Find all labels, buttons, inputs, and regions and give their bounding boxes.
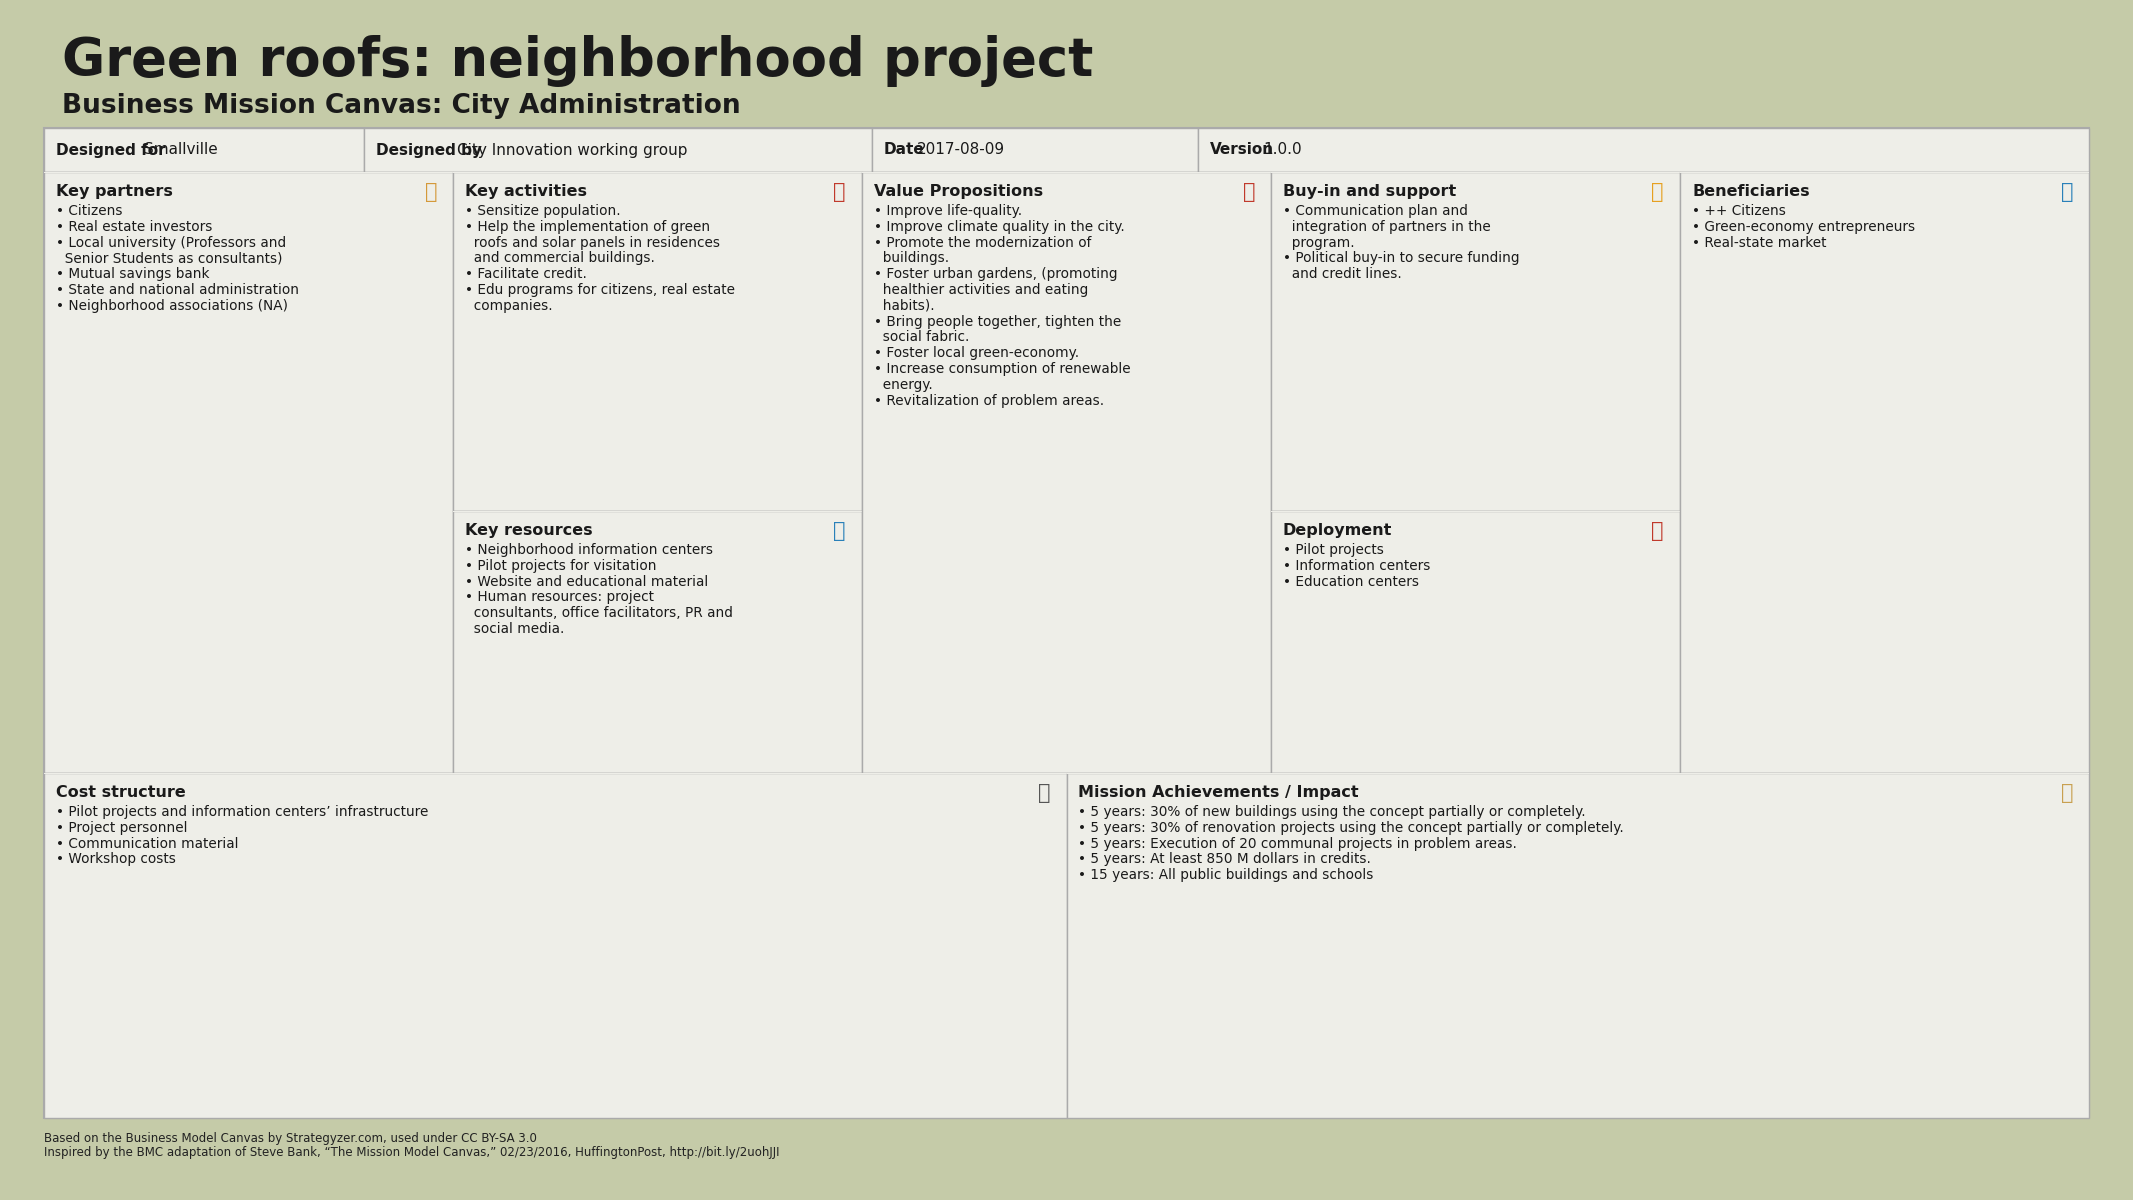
Text: • 5 years: Execution of 20 communal projects in problem areas.: • 5 years: Execution of 20 communal proj… — [1079, 836, 1517, 851]
Text: Designed for: Designed for — [55, 143, 166, 157]
Text: social media.: social media. — [465, 622, 565, 636]
Bar — [1271, 511, 1681, 773]
Text: companies.: companies. — [465, 299, 552, 313]
Text: 🎁: 🎁 — [1244, 182, 1254, 202]
Text: 2017-08-09: 2017-08-09 — [917, 143, 1005, 157]
Text: Business Mission Canvas: City Administration: Business Mission Canvas: City Administra… — [62, 92, 740, 119]
Text: • 15 years: All public buildings and schools: • 15 years: All public buildings and sch… — [1079, 869, 1374, 882]
Text: 🏃: 🏃 — [834, 182, 847, 202]
Text: • Project personnel: • Project personnel — [55, 821, 188, 835]
Text: • Pilot projects: • Pilot projects — [1284, 542, 1384, 557]
Bar — [1271, 172, 1681, 511]
Text: Buy-in and support: Buy-in and support — [1284, 184, 1457, 199]
Text: habits).: habits). — [875, 299, 934, 313]
Text: energy.: energy. — [875, 378, 932, 391]
Text: 👤: 👤 — [2060, 182, 2073, 202]
Text: Key partners: Key partners — [55, 184, 173, 199]
Text: 📋: 📋 — [1039, 782, 1049, 803]
Bar — [45, 773, 1066, 1118]
Text: • Neighborhood associations (NA): • Neighborhood associations (NA) — [55, 299, 288, 313]
Text: social fabric.: social fabric. — [875, 330, 968, 344]
Text: Value Propositions: Value Propositions — [875, 184, 1043, 199]
Text: buildings.: buildings. — [875, 251, 949, 265]
Text: 🚚: 🚚 — [1651, 521, 1664, 541]
Text: • Improve life-quality.: • Improve life-quality. — [875, 204, 1022, 218]
Text: • 5 years: 30% of renovation projects using the concept partially or completely.: • 5 years: 30% of renovation projects us… — [1079, 821, 1623, 835]
Text: • Edu programs for citizens, real estate: • Edu programs for citizens, real estate — [465, 283, 736, 296]
Bar — [365, 128, 872, 172]
Text: roofs and solar panels in residences: roofs and solar panels in residences — [465, 235, 721, 250]
Text: • Communication plan and: • Communication plan and — [1284, 204, 1468, 218]
Text: • State and national administration: • State and national administration — [55, 283, 299, 296]
Text: Version: Version — [1209, 143, 1273, 157]
Text: 🏭: 🏭 — [834, 521, 847, 541]
Text: Inspired by the BMC adaptation of Steve Bank, “The Mission Model Canvas,” 02/23/: Inspired by the BMC adaptation of Steve … — [45, 1146, 779, 1159]
Text: • Pilot projects for visitation: • Pilot projects for visitation — [465, 559, 657, 572]
Text: Deployment: Deployment — [1284, 523, 1393, 538]
Text: • Green-economy entrepreneurs: • Green-economy entrepreneurs — [1691, 220, 1915, 234]
Text: • Neighborhood information centers: • Neighborhood information centers — [465, 542, 712, 557]
Text: • Help the implementation of green: • Help the implementation of green — [465, 220, 710, 234]
Text: Key resources: Key resources — [465, 523, 593, 538]
Bar — [1681, 172, 2088, 773]
Bar — [862, 172, 1271, 773]
Bar — [1199, 128, 2088, 172]
Text: Mission Achievements / Impact: Mission Achievements / Impact — [1079, 785, 1359, 800]
Text: Smallville: Smallville — [143, 143, 218, 157]
Bar — [452, 511, 862, 773]
Text: • Citizens: • Citizens — [55, 204, 122, 218]
Text: • Real-state market: • Real-state market — [1691, 235, 1826, 250]
Text: ⭐: ⭐ — [1651, 182, 1664, 202]
Text: consultants, office facilitators, PR and: consultants, office facilitators, PR and — [465, 606, 734, 620]
Text: integration of partners in the: integration of partners in the — [1284, 220, 1491, 234]
Text: • Workshop costs: • Workshop costs — [55, 852, 175, 866]
Bar — [45, 128, 365, 172]
Text: • 5 years: At least 850 M dollars in credits.: • 5 years: At least 850 M dollars in cre… — [1079, 852, 1372, 866]
Text: • Promote the modernization of: • Promote the modernization of — [875, 235, 1092, 250]
Text: • Improve climate quality in the city.: • Improve climate quality in the city. — [875, 220, 1124, 234]
Text: • Information centers: • Information centers — [1284, 559, 1431, 572]
Text: • Increase consumption of renewable: • Increase consumption of renewable — [875, 362, 1130, 376]
Text: Senior Students as consultants): Senior Students as consultants) — [55, 251, 282, 265]
Text: • Foster local green-economy.: • Foster local green-economy. — [875, 346, 1079, 360]
Text: and credit lines.: and credit lines. — [1284, 268, 1401, 281]
Text: • Sensitize population.: • Sensitize population. — [465, 204, 621, 218]
Text: • ++ Citizens: • ++ Citizens — [1691, 204, 1785, 218]
Text: and commercial buildings.: and commercial buildings. — [465, 251, 655, 265]
Text: Designed by: Designed by — [375, 143, 482, 157]
Text: healthier activities and eating: healthier activities and eating — [875, 283, 1088, 296]
Text: 1.0.0: 1.0.0 — [1263, 143, 1303, 157]
Text: • Facilitate credit.: • Facilitate credit. — [465, 268, 587, 281]
Bar — [872, 128, 1199, 172]
Text: • Real estate investors: • Real estate investors — [55, 220, 213, 234]
Text: City Innovation working group: City Innovation working group — [456, 143, 687, 157]
Text: 🔥: 🔥 — [2060, 782, 2073, 803]
Text: • Political buy-in to secure funding: • Political buy-in to secure funding — [1284, 251, 1519, 265]
Text: 🔗: 🔗 — [424, 182, 437, 202]
Bar — [45, 172, 452, 773]
Text: • Foster urban gardens, (promoting: • Foster urban gardens, (promoting — [875, 268, 1118, 281]
Text: • 5 years: 30% of new buildings using the concept partially or completely.: • 5 years: 30% of new buildings using th… — [1079, 805, 1587, 818]
Bar — [452, 172, 862, 511]
Text: Green roofs: neighborhood project: Green roofs: neighborhood project — [62, 35, 1094, 86]
Text: • Human resources: project: • Human resources: project — [465, 590, 655, 605]
Text: • Bring people together, tighten the: • Bring people together, tighten the — [875, 314, 1122, 329]
Text: Based on the Business Model Canvas by Strategyzer.com, used under CC BY-SA 3.0: Based on the Business Model Canvas by St… — [45, 1132, 538, 1145]
Bar — [45, 128, 2088, 1118]
Text: • Local university (Professors and: • Local university (Professors and — [55, 235, 286, 250]
Text: • Mutual savings bank: • Mutual savings bank — [55, 268, 209, 281]
Bar — [1066, 773, 2088, 1118]
Text: Beneficiaries: Beneficiaries — [1691, 184, 1809, 199]
Text: Date: Date — [883, 143, 926, 157]
Text: program.: program. — [1284, 235, 1354, 250]
Text: • Revitalization of problem areas.: • Revitalization of problem areas. — [875, 394, 1105, 408]
Text: • Education centers: • Education centers — [1284, 575, 1418, 588]
Text: Key activities: Key activities — [465, 184, 587, 199]
Text: • Pilot projects and information centers’ infrastructure: • Pilot projects and information centers… — [55, 805, 429, 818]
Text: • Communication material: • Communication material — [55, 836, 239, 851]
Text: Cost structure: Cost structure — [55, 785, 186, 800]
Text: • Website and educational material: • Website and educational material — [465, 575, 708, 588]
